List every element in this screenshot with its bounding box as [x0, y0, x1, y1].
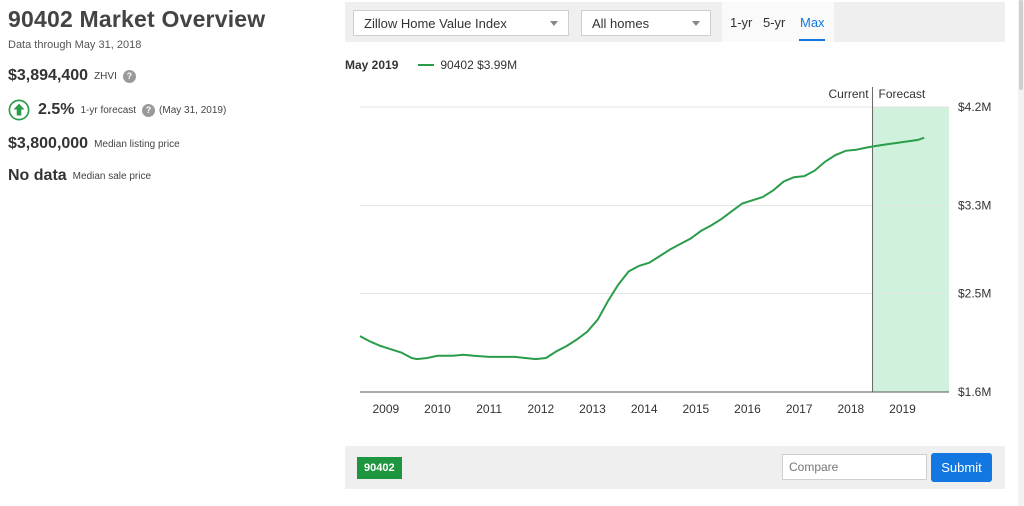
- x-tick-label: 2015: [682, 402, 709, 416]
- forecast-date: (May 31, 2019): [159, 104, 227, 116]
- forecast-label: Forecast: [879, 87, 926, 101]
- x-tick-label: 2010: [424, 402, 451, 416]
- forecast-help-icon[interactable]: ?: [142, 103, 156, 117]
- series-line-90402: [359, 136, 925, 361]
- forecast-value: 2.5%: [38, 101, 75, 118]
- zhvi-stat: $3,894,400 ZHVI ?: [8, 67, 328, 85]
- x-tick-label: 2018: [837, 402, 864, 416]
- page-scrollbar[interactable]: [1018, 0, 1024, 506]
- x-tick-label: 2014: [631, 402, 658, 416]
- y-tick-labels: $1.6M $2.5M $3.3M $4.2M: [958, 100, 991, 399]
- x-tick-label: 2012: [527, 402, 554, 416]
- sale-label: Median sale price: [72, 170, 152, 182]
- home-value-chart[interactable]: Current Forecast $1.6M $2.5M $3.3M $4.2M 20…: [340, 80, 1020, 425]
- zhvi-help-icon[interactable]: ?: [122, 69, 136, 83]
- scrollbar-thumb[interactable]: [1019, 0, 1023, 90]
- x-tick-labels: 2009 2010 2011 2012 2013 2014 2015 2016 2017 2018…: [372, 402, 916, 416]
- page-title: 90402 Market Overview: [8, 6, 266, 32]
- index-select-value: Zillow Home Value Index: [364, 16, 507, 31]
- x-tick-label: 2009: [372, 402, 399, 416]
- zip-tag[interactable]: 90402: [357, 457, 402, 479]
- sale-value: No data: [8, 167, 67, 184]
- compare-bar: 90402 Submit: [345, 446, 1005, 489]
- index-select[interactable]: Zillow Home Value Index: [353, 10, 569, 36]
- forecast-label: 1-yr forecast: [80, 104, 137, 116]
- listing-stat: $3,800,000 Median listing price: [8, 135, 328, 153]
- range-tabs: 1-yr 5-yr Max: [722, 2, 834, 42]
- forecast-stat: 2.5% 1-yr forecast ? (May 31, 2019): [8, 99, 328, 121]
- chart-legend: May 2019 90402 $3.99M: [345, 58, 517, 72]
- current-label: Current: [829, 87, 870, 101]
- gridlines: [360, 106, 949, 393]
- chart-controls: Zillow Home Value Index All homes 1-yr 5…: [345, 2, 1005, 42]
- listing-value: $3,800,000: [8, 135, 89, 152]
- tab-5-yr[interactable]: 5-yr: [763, 15, 786, 30]
- tab-1-yr[interactable]: 1-yr: [730, 15, 753, 30]
- listing-label: Median listing price: [94, 138, 180, 150]
- y-tick-label: $2.5M: [958, 286, 991, 300]
- compare-input[interactable]: [782, 454, 927, 480]
- x-tick-label: 2016: [734, 402, 761, 416]
- zhvi-value: $3,894,400: [8, 67, 89, 84]
- submit-button[interactable]: Submit: [931, 453, 992, 482]
- active-tab-underline: [799, 39, 825, 41]
- legend-series: 90402 $3.99M: [440, 58, 518, 72]
- y-tick-label: $1.6M: [958, 385, 991, 399]
- x-tick-label: 2013: [579, 402, 606, 416]
- sale-stat: No data Median sale price: [8, 167, 328, 185]
- market-overview-panel: 90402 Market Overview Data through May 3…: [8, 6, 328, 185]
- arrow-up-circle-icon: [8, 99, 30, 121]
- zhvi-label: ZHVI: [94, 70, 117, 82]
- x-tick-label: 2011: [476, 402, 502, 416]
- x-tick-label: 2019: [889, 402, 916, 416]
- chevron-down-icon: [550, 21, 558, 26]
- y-tick-label: $4.2M: [958, 100, 991, 114]
- home-type-select[interactable]: All homes: [581, 10, 711, 36]
- chevron-down-icon: [692, 21, 700, 26]
- legend-date: May 2019: [345, 58, 399, 72]
- tab-max[interactable]: Max: [800, 15, 825, 30]
- y-tick-label: $3.3M: [958, 199, 991, 213]
- home-type-select-value: All homes: [592, 16, 650, 31]
- x-tick-label: 2017: [786, 402, 813, 416]
- data-through-date: Data through May 31, 2018: [8, 39, 142, 51]
- forecast-region: [872, 107, 949, 392]
- legend-swatch: [418, 64, 435, 66]
